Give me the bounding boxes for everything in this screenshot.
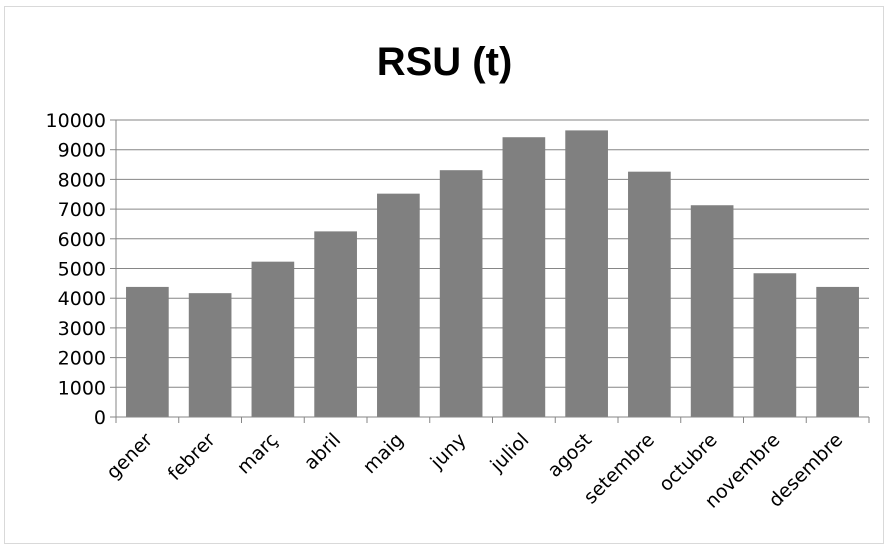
- bar-maig: [377, 193, 420, 417]
- bar-desembre: [816, 286, 859, 417]
- x-category-label: febrer: [164, 429, 220, 485]
- x-category-labels: gener febrer març abril maig juny juliol agosts…: [102, 429, 847, 513]
- x-category-label: juliol: [485, 429, 533, 477]
- y-tick-label: 7000: [58, 199, 106, 221]
- y-tick-label: 6000: [58, 229, 106, 251]
- bar-abril: [314, 231, 357, 417]
- gridlines: [116, 119, 869, 388]
- x-category-label: agost: [543, 429, 596, 482]
- y-tick-label: 5000: [58, 259, 106, 281]
- y-tick-labels: 0 1000 2000 3000 4000 5000 6000 7000 8000 9000 100…: [46, 110, 106, 429]
- y-tick-label: 9000: [58, 140, 106, 162]
- chart-title: RSU (t): [376, 40, 513, 84]
- y-tick-label: 3000: [58, 318, 106, 340]
- y-tick-label: 1000: [58, 377, 106, 399]
- x-category-label: maig: [359, 429, 408, 478]
- y-tick-label: 8000: [58, 169, 106, 191]
- x-category-label: abril: [300, 429, 345, 474]
- y-tick-label: 0: [94, 407, 106, 429]
- bar-febrer: [188, 293, 232, 417]
- y-tick-label: 10000: [46, 110, 106, 132]
- bars: [126, 130, 859, 417]
- bar-març: [251, 261, 295, 417]
- bar-gener: [126, 286, 169, 417]
- x-category-label: gener: [102, 429, 157, 484]
- bar-octubre: [690, 205, 734, 417]
- bar-juliol: [502, 137, 546, 417]
- bar-novembre: [753, 273, 797, 417]
- y-tick-label: 4000: [58, 288, 106, 310]
- bar-juny: [439, 170, 483, 417]
- bar-setembre: [628, 171, 671, 417]
- x-category-label: juny: [426, 429, 471, 474]
- bar-agost: [565, 130, 608, 417]
- x-category-label: març: [233, 429, 282, 478]
- y-tick-label: 2000: [58, 348, 106, 370]
- axes: [110, 119, 870, 423]
